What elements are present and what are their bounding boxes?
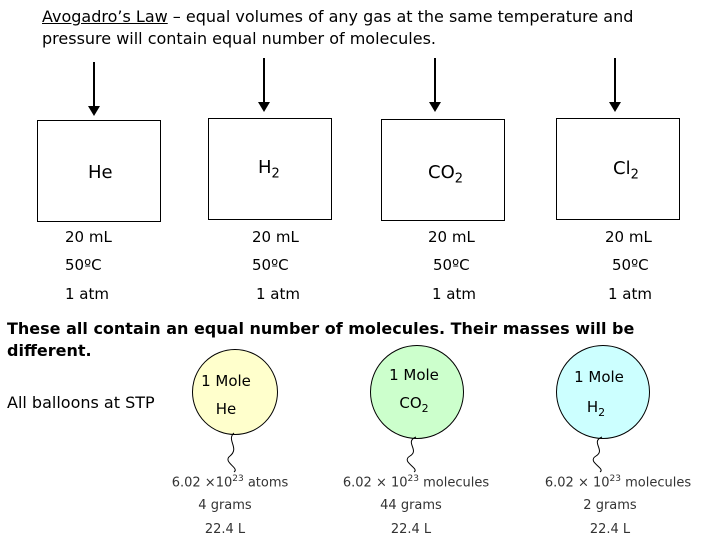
molar-volume: 22.4 L xyxy=(589,522,631,537)
molar-volume: 22.4 L xyxy=(390,522,432,537)
pressure-value: 1 atm xyxy=(65,285,109,303)
container-co2 xyxy=(381,119,505,221)
mass-value: 4 grams xyxy=(198,498,252,513)
stp-label: All balloons at STP xyxy=(7,393,155,412)
law-name: Avogadro’s Law xyxy=(42,7,168,26)
balloon-mole: 1 Mole xyxy=(201,372,251,390)
particle-count: 6.02 × 1023 molecules xyxy=(342,474,490,491)
particle-count: 6.02 × 1023 molecules xyxy=(544,474,692,491)
balloon-string xyxy=(227,432,236,473)
balloon-gas: CO2 xyxy=(399,394,429,415)
container-he xyxy=(37,120,161,222)
temperature-value: 50ºC xyxy=(612,256,649,274)
law-definition: – equal volumes of any gas at the same t… xyxy=(42,7,634,48)
balloon-he xyxy=(192,349,278,435)
volume-value: 20 mL xyxy=(605,228,652,246)
container-cl2 xyxy=(556,118,680,220)
volume-value: 20 mL xyxy=(252,228,299,246)
page-title: Avogadro’s Law – equal volumes of any ga… xyxy=(42,6,702,50)
balloon-co2 xyxy=(370,345,464,439)
balloon-gas: He xyxy=(215,400,237,418)
balloon-string xyxy=(592,436,603,473)
balloon-mole: 1 Mole xyxy=(389,366,439,384)
temperature-value: 50ºC xyxy=(433,256,470,274)
pressure-value: 1 atm xyxy=(432,285,476,303)
mass-value: 44 grams xyxy=(380,498,442,513)
balloon-mole: 1 Mole xyxy=(574,368,624,386)
container-h2 xyxy=(208,118,332,220)
arrow-down-icon xyxy=(258,58,270,112)
temperature-value: 50ºC xyxy=(252,256,289,274)
gas-label-co2: CO2 xyxy=(428,162,464,187)
pressure-value: 1 atm xyxy=(608,285,652,303)
gas-label-h2: H2 xyxy=(258,157,280,182)
particle-count: 6.02 ×1023 atoms xyxy=(171,474,289,491)
molar-volume: 22.4 L xyxy=(204,522,246,537)
temperature-value: 50ºC xyxy=(65,256,102,274)
summary-statement: These all contain an equal number of mol… xyxy=(7,319,635,360)
volume-value: 20 mL xyxy=(428,228,475,246)
arrow-down-icon xyxy=(609,58,621,112)
balloon-h2 xyxy=(556,345,650,439)
mass-value: 2 grams xyxy=(583,498,637,513)
arrow-down-icon xyxy=(88,62,100,116)
pressure-value: 1 atm xyxy=(256,285,300,303)
gas-label-he: He xyxy=(88,162,113,183)
volume-value: 20 mL xyxy=(65,228,112,246)
gas-label-cl2: Cl2 xyxy=(613,158,639,183)
arrow-down-icon xyxy=(429,58,441,112)
balloon-string xyxy=(406,436,417,473)
balloon-gas: H2 xyxy=(586,398,606,419)
